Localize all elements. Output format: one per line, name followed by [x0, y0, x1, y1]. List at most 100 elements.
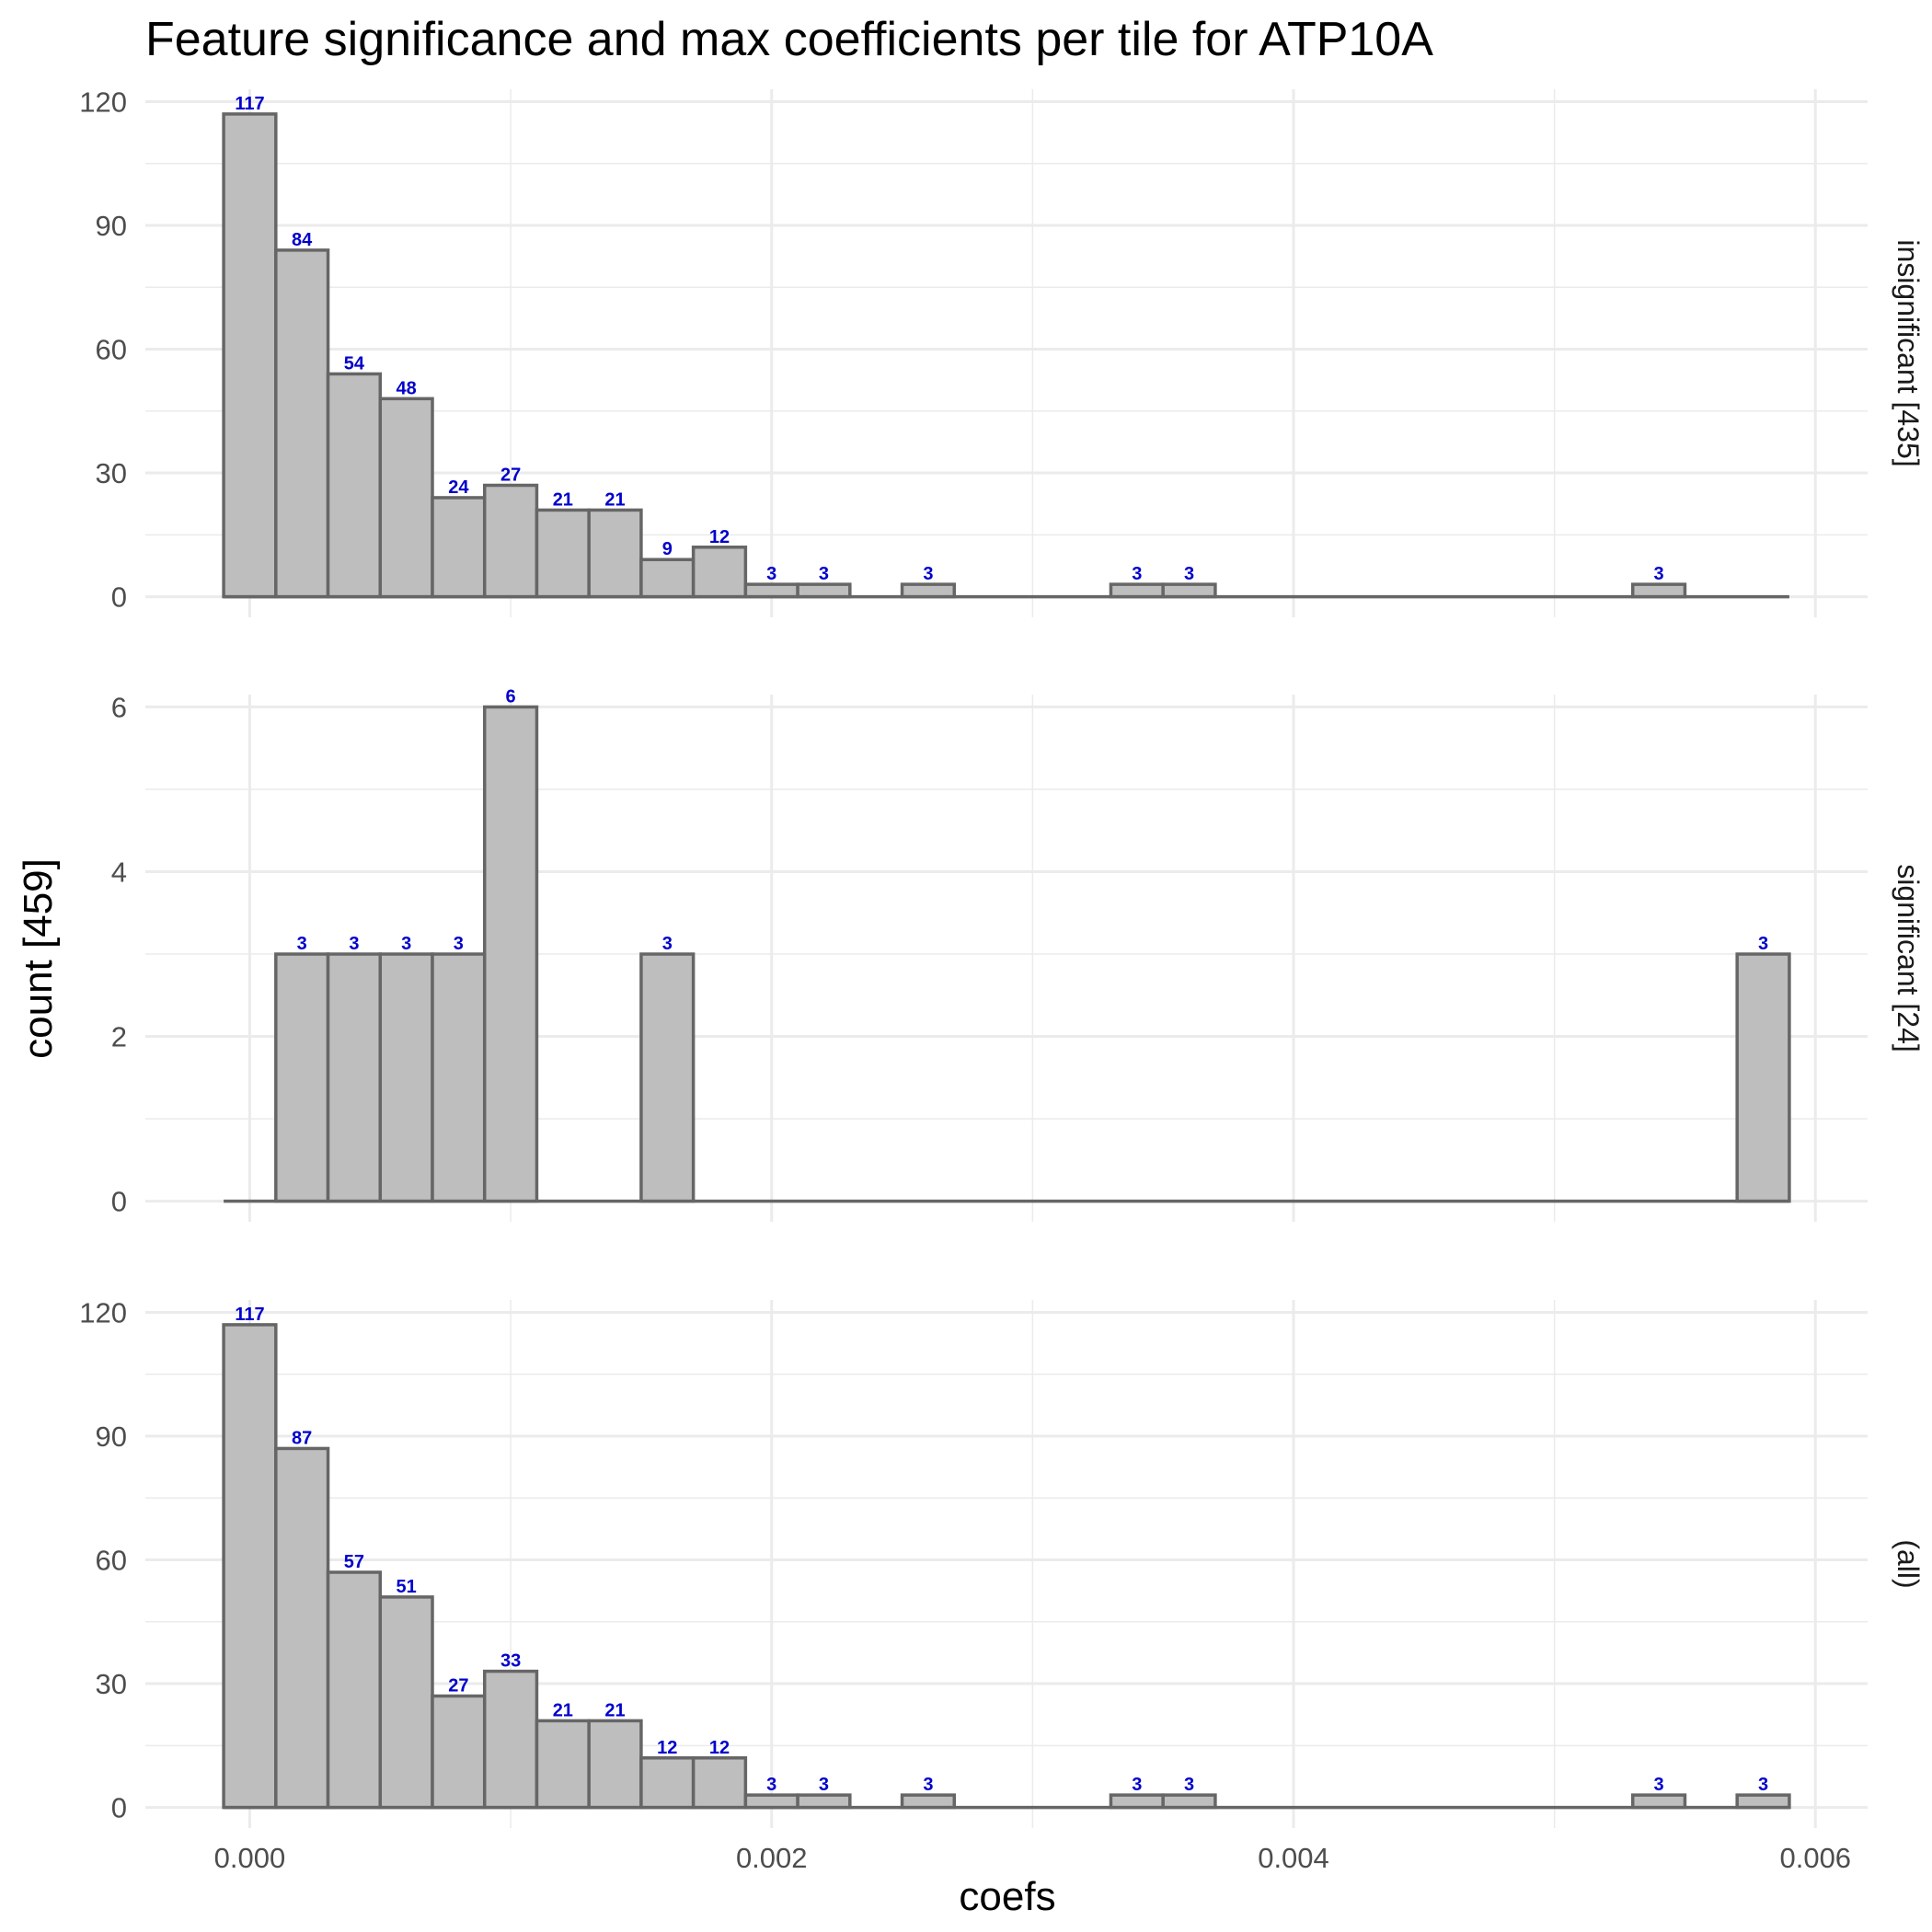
bar-count-label: 33: [500, 1651, 521, 1672]
bar-count-label: 117: [235, 94, 264, 114]
bar-count-label: 27: [500, 466, 521, 486]
histogram-bar: [691, 546, 748, 599]
bar-count-label: 12: [657, 1738, 677, 1758]
histogram-bar: [431, 496, 487, 599]
bar-count-label: 3: [1132, 1775, 1142, 1795]
histogram-bar: [222, 112, 278, 599]
histogram-bar: [326, 1570, 383, 1810]
bar-count-label: 3: [1184, 1775, 1194, 1795]
bar-count-label: 21: [553, 1700, 573, 1720]
x-axis-title: coefs: [959, 1874, 1055, 1919]
y-tick-label: 2: [111, 1021, 127, 1053]
histogram-bar: [535, 1719, 591, 1810]
histogram-bar: [274, 952, 330, 1203]
y-tick-label: 120: [79, 1296, 127, 1328]
histogram-bar: [587, 1719, 643, 1810]
bar-count-label: 3: [819, 564, 829, 584]
bar-count-label: 24: [448, 477, 469, 498]
bar-count-label: 12: [709, 527, 730, 547]
bar-count-label: 3: [766, 1775, 776, 1795]
bar-count-label: 117: [235, 1305, 264, 1325]
y-tick-label: 0: [111, 1792, 127, 1824]
histogram-bar: [639, 558, 696, 599]
histogram-bar: [378, 1595, 434, 1810]
bar-count-label: 6: [506, 686, 516, 707]
histogram-bar: [482, 483, 539, 599]
y-tick-label: 60: [96, 1545, 127, 1577]
bar-count-label: 27: [448, 1676, 468, 1696]
bar-count-label: 3: [923, 1775, 933, 1795]
bar-count-label: 3: [819, 1775, 829, 1795]
y-axis-title: count [459]: [16, 858, 61, 1059]
y-tick-label: 30: [96, 1668, 127, 1700]
histogram-bar: [1735, 952, 1791, 1203]
histogram-bar: [743, 582, 799, 599]
x-tick-label: 0.000: [214, 1842, 286, 1874]
histogram-bar: [482, 1669, 539, 1810]
histogram-bar: [482, 705, 539, 1203]
histogram-bar: [535, 508, 591, 599]
chart-title: Feature significance and max coefficient…: [145, 13, 1433, 66]
histogram-bar: [274, 248, 330, 599]
bar-count-label: 3: [454, 934, 464, 954]
histogram-bar: [796, 1793, 852, 1810]
bar-count-label: 3: [923, 564, 933, 584]
bar-count-label: 21: [604, 1700, 625, 1720]
y-tick-label: 30: [96, 457, 127, 489]
bar-count-label: 12: [709, 1738, 730, 1758]
bar-count-label: 3: [1654, 564, 1664, 584]
bar-count-label: 51: [397, 1577, 417, 1597]
bar-count-label: 3: [662, 934, 673, 954]
bar-count-label: 3: [401, 934, 411, 954]
y-tick-label: 120: [79, 86, 127, 118]
bar-count-label: 3: [1758, 1775, 1768, 1795]
histogram-bar: [1161, 1793, 1217, 1810]
histogram-bar: [639, 1756, 696, 1810]
histogram-bar: [639, 952, 696, 1203]
panel-2: 0 2 4 6 3 3 3 3 6 3 3 significant [24]: [111, 686, 1925, 1222]
histogram-bar: [1630, 1793, 1687, 1810]
y-tick-label: 6: [111, 691, 127, 723]
histogram-bar: [326, 952, 383, 1203]
bar-count-label: 3: [1758, 934, 1768, 954]
bar-count-label: 3: [1184, 564, 1194, 584]
bar-count-label: 21: [553, 489, 573, 510]
histogram-bar: [378, 952, 434, 1203]
histogram-bar: [1735, 1793, 1791, 1810]
bar-count-label: 57: [344, 1552, 364, 1572]
y-tick-label: 0: [111, 1186, 127, 1218]
bar-count-label: 84: [292, 230, 313, 250]
histogram-bar: [900, 1793, 957, 1810]
x-tick-label: 0.002: [736, 1842, 808, 1874]
bar-count-label: 21: [604, 489, 625, 510]
facet-strip-label: insignificant [435]: [1892, 239, 1925, 466]
bar-count-label: 3: [1654, 1775, 1664, 1795]
histogram-bar: [431, 952, 487, 1203]
histogram-bar: [326, 372, 383, 599]
x-axis-ticks: 0.000 0.002 0.004 0.006: [214, 1842, 1851, 1874]
histogram-bar: [274, 1446, 330, 1810]
facet-strip-label: significant [24]: [1892, 864, 1925, 1052]
histogram-bar: [900, 582, 957, 599]
panel-1: 0 30 60 90 120 117 84 54 48 24 27 21 21 9 12 3 3 3 3 3 3 insi…: [79, 86, 1925, 617]
histogram-bar: [1630, 582, 1687, 599]
x-tick-label: 0.006: [1779, 1842, 1851, 1874]
histogram-bar: [587, 508, 643, 599]
histogram-bar: [431, 1694, 487, 1810]
y-tick-label: 4: [111, 856, 127, 888]
y-tick-label: 60: [96, 334, 127, 366]
bar-count-label: 54: [344, 353, 365, 374]
histogram-bar: [378, 397, 434, 599]
y-tick-label: 90: [96, 210, 127, 242]
bar-count-label: 48: [397, 378, 417, 398]
bar-count-label: 3: [766, 564, 776, 584]
bar-count-label: 9: [662, 539, 673, 559]
histogram-bar: [222, 1323, 278, 1810]
bar-count-label: 3: [349, 934, 359, 954]
histogram-bar: [1109, 582, 1165, 599]
histogram-bar: [743, 1793, 799, 1810]
y-tick-label: 90: [96, 1420, 127, 1453]
histogram-bar: [1161, 582, 1217, 599]
